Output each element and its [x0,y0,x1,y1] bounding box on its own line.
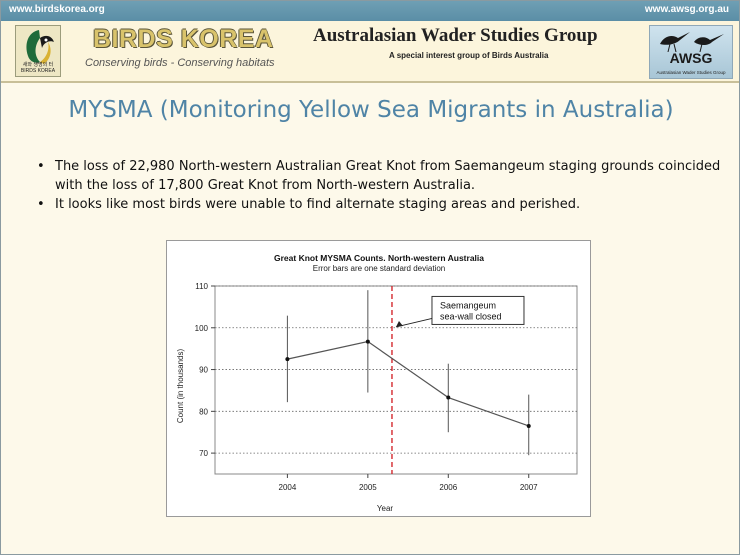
awsg-subtitle: A special interest group of Birds Austra… [389,51,549,60]
annotation-box [431,295,525,325]
chart-title: Great Knot MYSMA Counts. North-western A… [274,253,484,263]
birds-korea-url[interactable]: www.birdskorea.org [9,4,105,15]
plot-area: 70 80 90 100 110 2004 2005 2006 2007 Saemangeumse… [195,282,578,492]
top-bar: www.birdskorea.org www.awsg.org.au [1,1,739,21]
bullet-item: • The loss of 22,980 North-western Austr… [37,157,727,195]
y-tick-label: 80 [199,407,208,416]
data-point [526,423,531,428]
x-tick-label: 2005 [359,483,377,492]
x-tick-label: 2007 [520,483,538,492]
x-tick-label: 2004 [279,483,297,492]
data-point [285,357,290,362]
slide-title: MYSMA (Monitoring Yellow Sea Migrants in… [68,97,674,123]
bullet-item: • It looks like most birds were unable t… [37,195,727,214]
data-point [365,339,370,344]
awsg-logo: AWSG Australasian Wader Studies Group [649,25,733,79]
bullet-dot-icon: • [37,159,45,174]
wader-birds-icon [660,32,724,53]
great-knot-chart: Great Knot MYSMA Counts. North-western A… [176,253,578,513]
bullet-text: The loss of 22,980 North-western Austral… [55,159,721,193]
annotation-arrowhead [395,320,403,327]
y-axis-label: Count (in thousands) [176,349,185,424]
series-line [287,340,529,427]
bullet-dot-icon: • [37,197,45,212]
bullet-list: • The loss of 22,980 North-western Austr… [37,157,727,214]
y-tick-label: 110 [195,282,208,291]
x-axis-label: Year [377,504,394,513]
plot-frame [214,285,578,475]
awsg-title: Australasian Wader Studies Group [313,25,598,46]
awsg-url[interactable]: www.awsg.org.au [644,4,729,15]
annotation-text: sea-wall closed [440,311,502,321]
birds-korea-logo-text: 새와 생명의 터 BIRDS KOREA [20,62,56,74]
awsg-logo-caption: Australasian Wader Studies Group [656,70,726,75]
header-banner: 새와 생명의 터 BIRDS KOREA BIRDS KOREA Conserv… [1,21,739,83]
bullet-text: It looks like most birds were unable to … [55,197,581,212]
chart-panel: Great Knot MYSMA Counts. North-western A… [166,240,591,517]
birds-korea-title: BIRDS KOREA [93,25,274,53]
awsg-logo-name: AWSG [669,50,713,66]
annotation-text: Saemangeum [440,300,496,310]
data-point [446,395,451,400]
chart-subtitle: Error bars are one standard deviation [313,264,446,273]
birds-korea-tagline: Conserving birds - Conserving habitats [85,57,275,69]
y-tick-label: 100 [195,324,209,333]
y-tick-label: 90 [199,366,208,375]
birds-korea-logo: 새와 생명의 터 BIRDS KOREA [15,25,61,77]
bird-icon [26,30,54,64]
x-tick-label: 2006 [439,483,457,492]
y-tick-label: 70 [199,449,208,458]
